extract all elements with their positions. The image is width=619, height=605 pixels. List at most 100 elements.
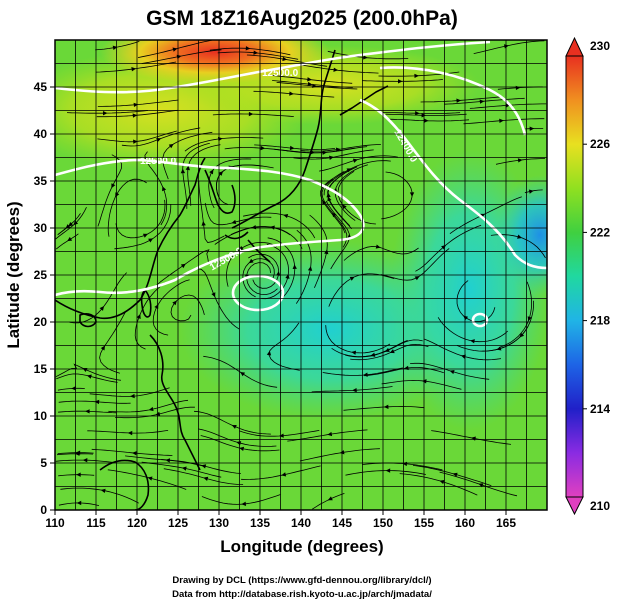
streamline-arrow [409, 192, 415, 197]
y-tick-label: 15 [34, 362, 48, 376]
contour-closed-east [471, 312, 489, 328]
streamline [55, 233, 79, 250]
streamline [381, 379, 462, 390]
colorbar-tick-label: 210 [590, 499, 610, 513]
streamline [321, 178, 348, 248]
streamline [271, 75, 353, 84]
streamline-arrow [383, 404, 389, 409]
streamline [415, 224, 482, 272]
y-tick-label: 40 [34, 127, 48, 141]
streamline [327, 50, 409, 60]
colorbar-tick-label: 222 [590, 225, 610, 239]
streamline-arrow [289, 145, 295, 151]
streamline-arrow [203, 476, 209, 481]
x-tick-label: 165 [496, 516, 516, 530]
streamline [107, 178, 147, 237]
streamline-arrow [130, 393, 135, 399]
streamline [499, 281, 533, 348]
y-tick-label: 30 [34, 221, 48, 235]
colorbar-tick-label: 218 [590, 314, 610, 328]
streamline [381, 171, 413, 220]
streamline [58, 474, 95, 477]
streamline-arrow [85, 409, 90, 414]
streamline [217, 51, 299, 60]
streamline-arrow [342, 204, 347, 210]
streamline-arrow [322, 199, 327, 205]
streamline-arrow [283, 213, 289, 219]
streamline [241, 465, 321, 480]
colorbar-tick-label: 226 [590, 137, 610, 151]
x-tick-label: 145 [332, 516, 352, 530]
coastline-philippines [149, 334, 201, 471]
streamline-arrow [470, 339, 475, 344]
streamline [295, 229, 312, 304]
streamline-arrow [385, 468, 391, 473]
streamline-arrow [231, 219, 237, 225]
streamline-arrow [132, 451, 137, 456]
streamline [239, 430, 320, 437]
x-tick-label: 160 [455, 516, 475, 530]
streamline-arrow [351, 350, 357, 355]
y-axis-ticks: 0 5 10 15 20 25 30 35 40 45 [34, 80, 55, 517]
x-tick-label: 110 [45, 516, 65, 530]
streamline-arrow [352, 387, 357, 393]
streamline-arrow [248, 111, 254, 117]
colorbar-gradient [565, 55, 584, 498]
streamline-arrow [276, 271, 281, 276]
credit-drawing: Drawing by DCL (https://www.gfd-dennou.o… [172, 575, 431, 586]
streamline-arrow [132, 113, 138, 118]
colorbar-tick-label: 230 [590, 39, 610, 53]
streamline [439, 471, 518, 497]
streamline [319, 155, 398, 172]
streamline [89, 387, 170, 397]
streamline [323, 160, 391, 196]
plot-area: 12500.0 12500.0 12400.0 12500.0 [55, 40, 547, 510]
streamline [57, 387, 85, 391]
x-axis-label: Longitude (degrees) [220, 537, 383, 556]
streamline [253, 90, 335, 98]
streamline [198, 180, 225, 243]
streamline [163, 468, 244, 485]
x-axis-ticks: 110 115 120 125 130 135 140 145 150 155 160 165 [45, 510, 516, 530]
streamline [443, 97, 525, 105]
streamline-arrow [327, 496, 333, 501]
streamline-arrow [76, 500, 82, 506]
streamline [121, 127, 201, 147]
streamline-arrow [415, 111, 420, 116]
streamline-arrow [529, 126, 535, 131]
streamline [115, 406, 195, 419]
streamline-arrow [100, 345, 106, 351]
x-tick-label: 120 [127, 516, 147, 530]
streamline-arrow [370, 352, 376, 357]
streamline-arrow [127, 430, 133, 436]
streamline-arrow [397, 79, 403, 84]
streamline-arrow [528, 189, 534, 194]
streamline-arrow [327, 431, 333, 437]
streamline-arrow [307, 266, 313, 271]
y-tick-label: 45 [34, 80, 48, 94]
streamline-arrow [389, 349, 395, 354]
colorbar-ticks: 210 214 218 222 226 230 [583, 39, 610, 513]
streamline [420, 96, 502, 103]
streamline [141, 461, 222, 478]
streamline-arrow [375, 244, 381, 249]
streamline-arrow [449, 369, 455, 375]
x-tick-label: 140 [291, 516, 311, 530]
streamline [87, 430, 169, 434]
streamline [385, 113, 467, 116]
y-axis-label: Latitude (degrees) [4, 201, 23, 348]
coastline-kyushu [224, 231, 249, 240]
streamline-arrow [333, 67, 339, 72]
streamline-arrow [281, 472, 287, 477]
streamline [343, 405, 425, 411]
streamline-arrow [136, 313, 141, 319]
colorbar-tick-label: 214 [590, 402, 610, 416]
x-tick-label: 130 [209, 516, 229, 530]
streamline [325, 200, 350, 270]
streamline [144, 151, 168, 226]
gridlines [55, 40, 547, 510]
chart-title: GSM 18Z16Aug2025 (200.0hPa) [146, 7, 458, 30]
streamline-arrow [180, 263, 186, 269]
streamline-arrow [142, 233, 148, 238]
